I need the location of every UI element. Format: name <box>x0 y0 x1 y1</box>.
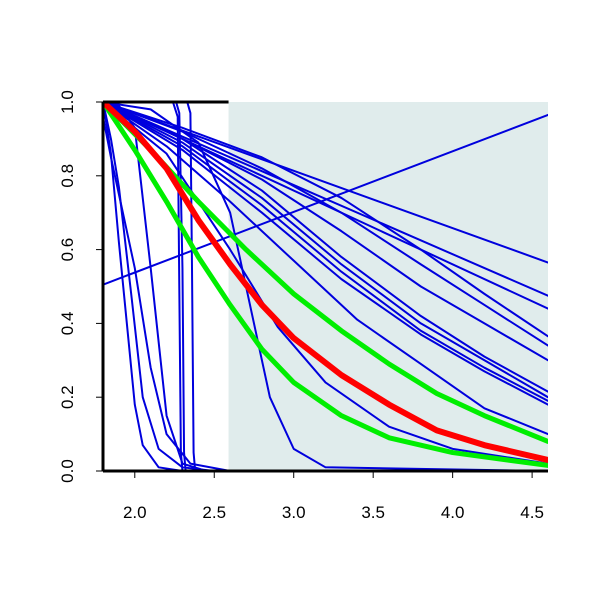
series-line-16 <box>103 102 216 471</box>
x-tick-label: 3.0 <box>282 503 306 522</box>
y-tick-label: 0.6 <box>58 238 77 262</box>
series-line-5 <box>103 102 548 338</box>
series-line-17 <box>103 115 232 471</box>
series-line-24 <box>103 102 548 463</box>
x-tick-label: 2.5 <box>202 503 226 522</box>
y-tick-label: 0.0 <box>58 459 77 483</box>
series-line-23 <box>103 102 548 468</box>
x-tick-label: 4.5 <box>520 503 544 522</box>
series-line-11 <box>103 102 548 406</box>
series-layer <box>103 102 548 471</box>
series-line-15 <box>103 102 184 471</box>
axis-layer: 2.0 2.5 3.0 3.5 4.0 4.5 0.0 0.2 0.4 0.6 0.8 1.0 <box>58 90 548 522</box>
x-tick-label: 2.0 <box>123 503 147 522</box>
series-line-19 <box>109 102 184 471</box>
x-tick-label: 4.0 <box>441 503 465 522</box>
x-tick-label: 3.5 <box>361 503 385 522</box>
series-line-13 <box>103 102 548 465</box>
series-line-8 <box>103 102 548 393</box>
y-tick-label: 0.4 <box>58 312 77 336</box>
x-ticks: 2.0 2.5 3.0 3.5 4.0 4.5 <box>123 471 544 522</box>
y-tick-label: 0.2 <box>58 385 77 409</box>
series-line-9 <box>103 102 548 399</box>
series-line-10 <box>103 102 548 402</box>
shaded-region <box>228 102 548 471</box>
y-tick-label: 0.8 <box>58 164 77 188</box>
y-ticks: 0.0 0.2 0.4 0.6 0.8 1.0 <box>58 90 103 483</box>
series-line-14 <box>103 102 548 471</box>
y-tick-label: 1.0 <box>58 90 77 114</box>
